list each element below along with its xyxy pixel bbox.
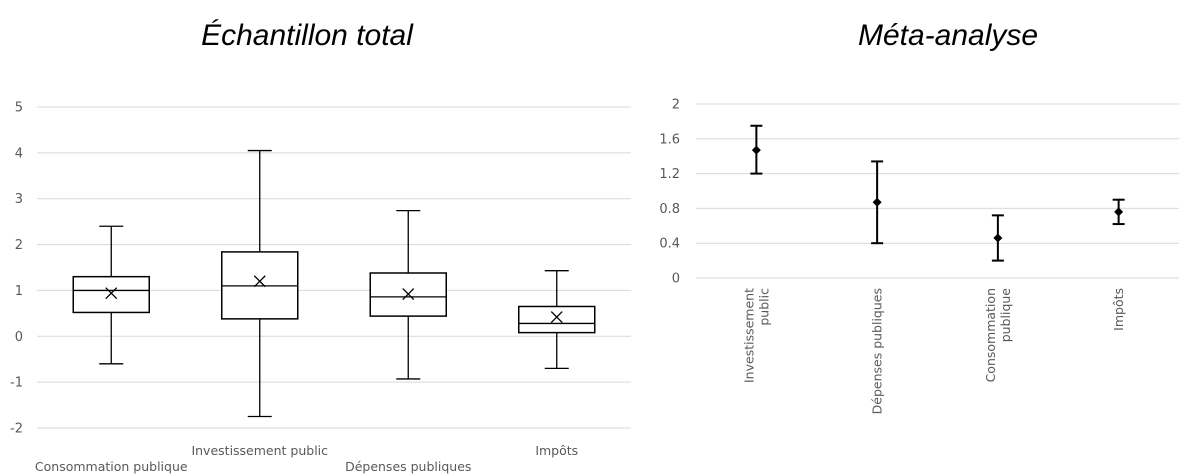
y-tick-label: 0: [672, 272, 680, 287]
y-tick-label: 0.8: [659, 202, 680, 217]
iqr-box: [369, 272, 447, 317]
estimate-marker: [872, 197, 882, 207]
y-tick-label: 1.6: [659, 132, 680, 147]
box-1: [72, 225, 150, 365]
x-category-label: Impôts: [535, 443, 578, 458]
y-tick-label: 1.2: [659, 167, 680, 182]
y-tick-label: 2: [672, 98, 680, 113]
error-point-3: [991, 214, 1004, 262]
left-chart-title: Échantillon total: [201, 19, 414, 52]
boxplot-chart: 5 4 3 2 1 0 -1 -2 Consommation publiqueInvestiss…: [10, 101, 631, 474]
x-category-label: Consommation publique: [35, 459, 188, 474]
box-2: [221, 149, 299, 418]
mean-marker: [105, 287, 118, 300]
y-tick-label: 1: [15, 284, 23, 299]
estimate-marker: [993, 233, 1003, 243]
x-category-label: Investissementpublic: [741, 288, 771, 383]
y-tick-label: -2: [10, 422, 23, 437]
mean-marker-stroke: [253, 275, 266, 288]
x-category-label: Dépenses publiques: [345, 459, 471, 474]
x-category-label: Consommationpublique: [983, 288, 1013, 383]
y-tick-label: 2: [15, 238, 23, 253]
y-tick-label: 4: [15, 146, 23, 161]
y-tick-label: 5: [15, 101, 23, 116]
y-tick-label: -1: [10, 376, 23, 391]
mean-marker-stroke: [105, 287, 118, 300]
error-point-2: [871, 160, 884, 245]
box-3: [369, 209, 447, 380]
x-category-label: Impôts: [1111, 288, 1126, 331]
estimate-marker: [1114, 207, 1124, 217]
error-point-4: [1112, 198, 1125, 226]
right-chart-title: Méta-analyse: [858, 19, 1038, 52]
x-category-label: Dépenses publiques: [870, 288, 885, 414]
mean-marker: [550, 311, 563, 323]
error-point-1: [750, 124, 763, 175]
box-4: [518, 270, 596, 370]
y-tick-label: 0.4: [659, 237, 680, 252]
mean-marker-stroke: [402, 288, 415, 301]
iqr-box: [518, 305, 596, 334]
iqr-box: [72, 275, 150, 314]
mean-marker: [253, 275, 266, 288]
y-tick-label: 0: [15, 330, 23, 345]
mean-marker-stroke: [550, 311, 563, 323]
y-tick-label: 3: [15, 192, 23, 207]
estimate-marker: [751, 145, 761, 155]
x-category-label: Investissement public: [191, 443, 328, 458]
mean-marker: [402, 288, 415, 301]
errorbar-chart: 2 1.6 1.2 0.8 0.4 0 Investissementpublic Dépens…: [659, 98, 1179, 414]
